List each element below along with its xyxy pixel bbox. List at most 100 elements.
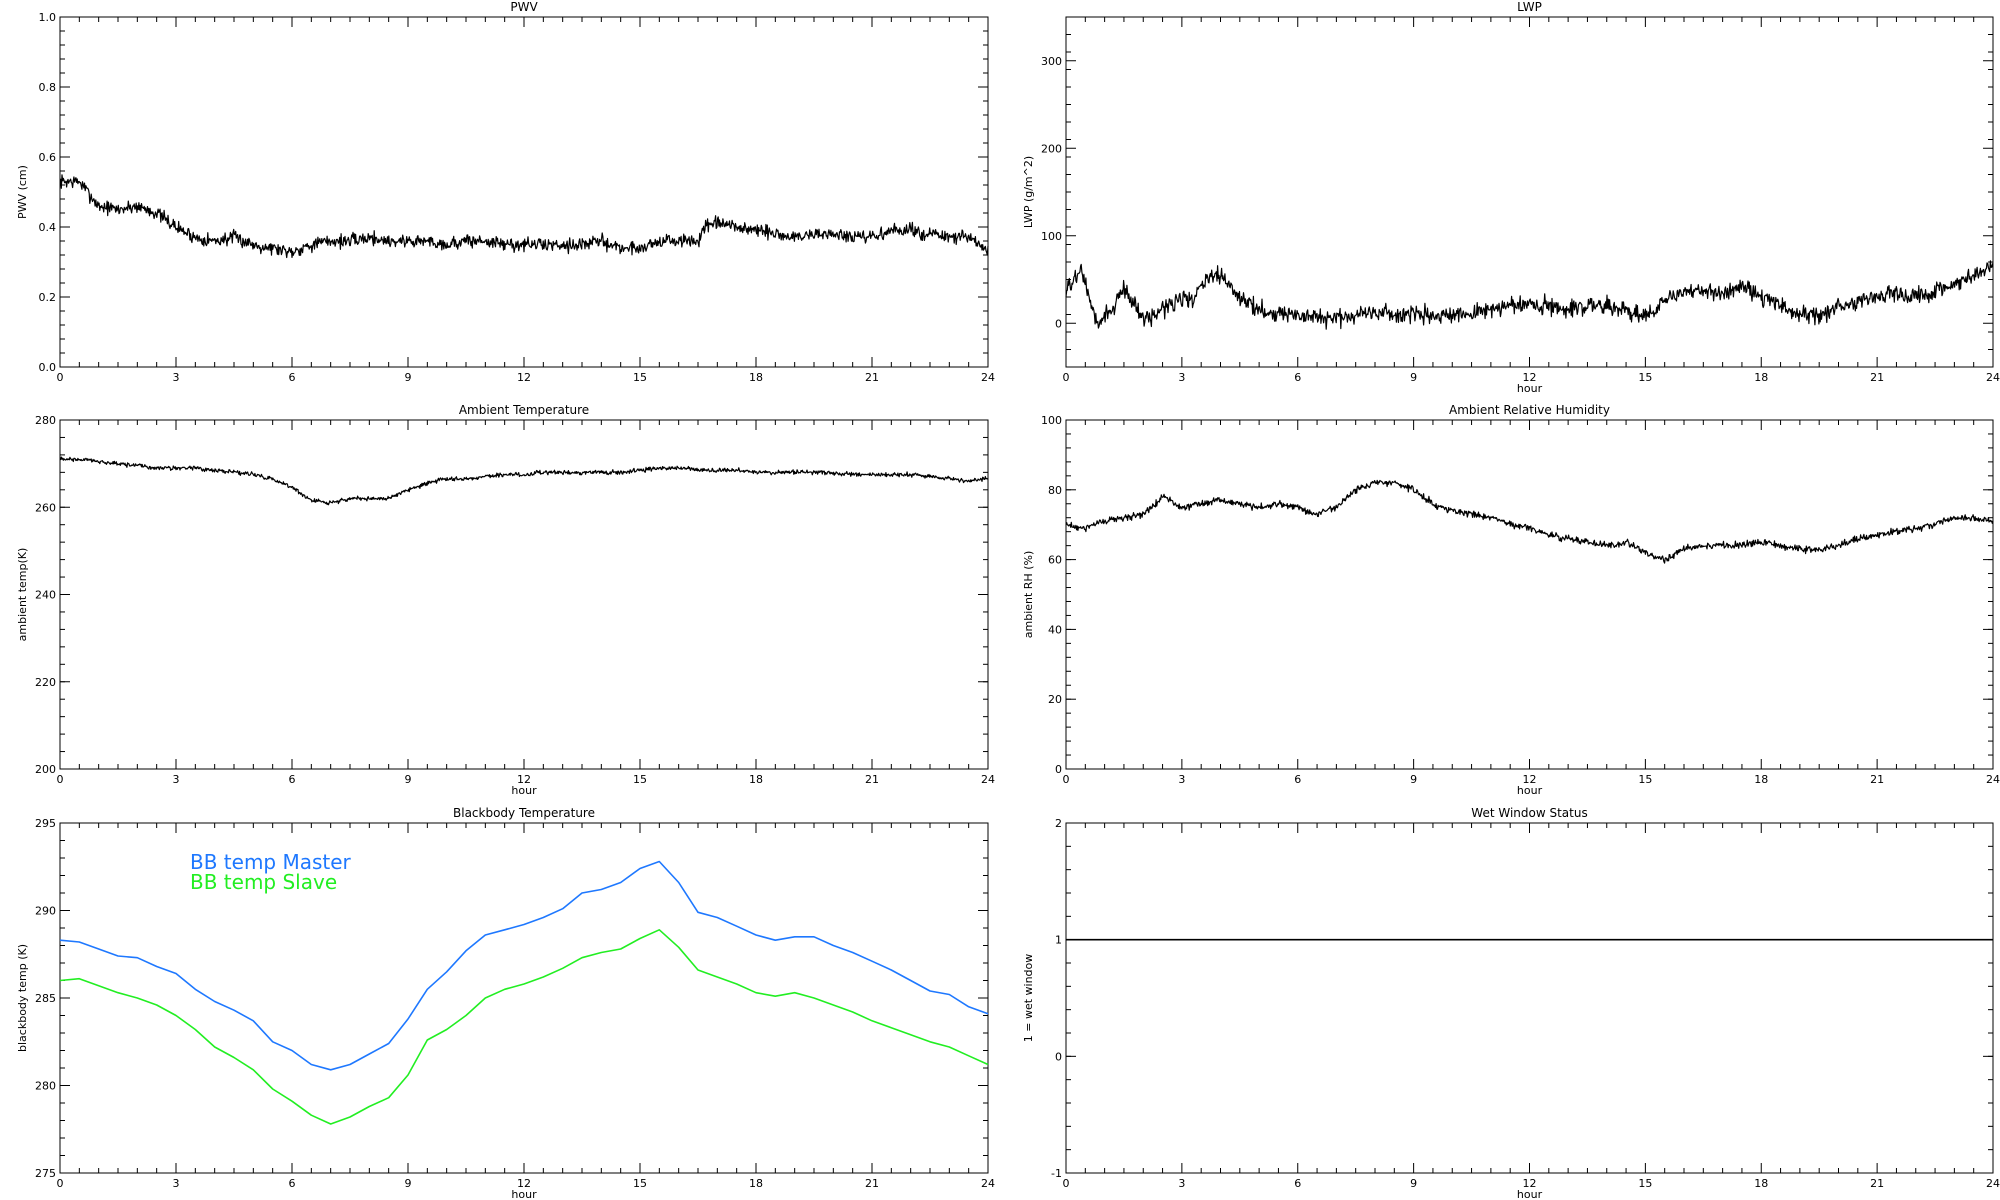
y-tick-label: 40 <box>1048 623 1062 636</box>
x-tick-label: 6 <box>1294 1177 1301 1190</box>
y-axis-label: 1 = wet window <box>1022 954 1035 1043</box>
y-axis-label: ambient temp(K) <box>16 548 29 642</box>
x-tick-label: 21 <box>1870 773 1884 786</box>
x-tick-label: 0 <box>57 371 64 384</box>
x-tick-label: 21 <box>865 773 879 786</box>
y-tick-label: 2 <box>1055 817 1062 830</box>
plot-frame <box>1065 822 1994 1174</box>
x-axis-label: hour <box>1517 1188 1543 1200</box>
x-tick-label: 12 <box>1523 371 1537 384</box>
chart-panel-3: Ambient Temperature 0 3 6 9 12 15 18 21 24 200 220 2… <box>16 403 995 797</box>
x-tick-label: 9 <box>405 1177 412 1190</box>
x-tick-label: 18 <box>1754 371 1768 384</box>
y-tick-label: 300 <box>1041 55 1062 68</box>
x-tick-label: 15 <box>633 773 647 786</box>
legend-entry-2: BB temp Slave <box>190 870 337 894</box>
x-axis-label: hour <box>511 784 537 797</box>
x-tick-label: 12 <box>517 1177 531 1190</box>
x-tick-label: 24 <box>1986 773 2000 786</box>
series-line-1 <box>1065 479 1994 564</box>
chart-panel-2: LWP 0 3 6 9 12 15 18 21 24 0 100 200 300 hour LWP (g/m^… <box>1022 0 2000 395</box>
y-tick-label: 100 <box>1041 414 1062 427</box>
x-tick-label: 18 <box>1754 1177 1768 1190</box>
series-line-1 <box>59 456 988 506</box>
y-tick-label: 0.2 <box>39 291 57 304</box>
x-tick-label: 9 <box>1410 1177 1417 1190</box>
x-tick-label: 15 <box>1638 1177 1652 1190</box>
y-tick-label: 275 <box>35 1167 56 1180</box>
chart-title: Blackbody Temperature <box>453 806 595 820</box>
x-tick-label: 18 <box>749 371 763 384</box>
y-tick-label: 295 <box>35 817 56 830</box>
plot-frame <box>1065 419 1994 770</box>
y-tick-label: 0 <box>1055 317 1062 330</box>
y-tick-label: 60 <box>1048 554 1062 567</box>
x-tick-label: 21 <box>865 1177 879 1190</box>
y-tick-label: 280 <box>35 1080 56 1093</box>
x-tick-label: 18 <box>1754 773 1768 786</box>
x-tick-label: 9 <box>405 773 412 786</box>
y-tick-label: 0 <box>1055 1050 1062 1063</box>
x-tick-label: 0 <box>1063 371 1070 384</box>
series-line-1 <box>59 860 989 1071</box>
x-tick-label: 6 <box>289 773 296 786</box>
plot-frame <box>1065 16 1994 368</box>
x-tick-label: 12 <box>1523 773 1537 786</box>
x-tick-label: 6 <box>1294 773 1301 786</box>
y-tick-label: 0.4 <box>39 221 57 234</box>
x-tick-label: 0 <box>1063 1177 1070 1190</box>
x-tick-label: 0 <box>1063 773 1070 786</box>
x-tick-label: 3 <box>173 773 180 786</box>
x-tick-label: 15 <box>633 371 647 384</box>
x-tick-label: 15 <box>633 1177 647 1190</box>
y-axis-label: ambient RH (%) <box>1022 551 1035 639</box>
y-tick-label: 20 <box>1048 693 1062 706</box>
x-tick-label: 0 <box>57 1177 64 1190</box>
y-tick-label: 285 <box>35 992 56 1005</box>
chart-title: Wet Window Status <box>1471 806 1587 820</box>
x-tick-label: 3 <box>1178 1177 1185 1190</box>
y-tick-label: 200 <box>1041 142 1062 155</box>
y-tick-label: 220 <box>35 676 56 689</box>
x-tick-label: 15 <box>1638 773 1652 786</box>
x-tick-label: 9 <box>1410 773 1417 786</box>
y-axis-label: PWV (cm) <box>16 165 29 219</box>
y-tick-label: 0 <box>1055 763 1062 776</box>
x-tick-label: 12 <box>517 773 531 786</box>
x-tick-label: 24 <box>981 1177 995 1190</box>
x-tick-label: 18 <box>749 1177 763 1190</box>
x-tick-label: 24 <box>981 371 995 384</box>
x-tick-label: 6 <box>289 371 296 384</box>
x-tick-label: 24 <box>1986 1177 2000 1190</box>
y-tick-label: 0.0 <box>39 361 57 374</box>
y-tick-label: 80 <box>1048 484 1062 497</box>
x-axis-label: hour <box>511 1188 537 1200</box>
chart-panel-5: Blackbody Temperature 0 3 6 9 12 15 18 21 24 275 28… <box>16 806 995 1200</box>
series-line-1 <box>59 174 989 259</box>
y-tick-label: 0.8 <box>39 81 57 94</box>
y-tick-label: 200 <box>35 763 56 776</box>
x-tick-label: 24 <box>1986 371 2000 384</box>
chart-panel-4: Ambient Relative Humidity 0 3 6 9 12 15 18 21 24 0… <box>1022 403 2000 797</box>
legend-entry-1: BB temp Master <box>190 850 352 874</box>
x-tick-label: 12 <box>1523 1177 1537 1190</box>
x-tick-label: 15 <box>1638 371 1652 384</box>
chart-title: PWV <box>510 0 538 14</box>
y-axis-label: LWP (g/m^2) <box>1022 156 1035 228</box>
x-tick-label: 21 <box>1870 371 1884 384</box>
x-tick-label: 6 <box>289 1177 296 1190</box>
x-tick-label: 18 <box>749 773 763 786</box>
y-tick-label: 0.6 <box>39 151 57 164</box>
y-tick-label: 290 <box>35 905 56 918</box>
chart-title: Ambient Relative Humidity <box>1449 403 1610 417</box>
x-tick-label: 12 <box>517 371 531 384</box>
x-tick-label: 0 <box>57 773 64 786</box>
plot-frame <box>59 16 989 368</box>
chart-title: LWP <box>1517 0 1542 14</box>
y-tick-label: 240 <box>35 589 56 602</box>
chart-panel-1: PWV 0 3 6 9 12 15 18 21 24 0.0 0.2 0.4 0.6 0.8 1.0 PWV (… <box>16 0 995 384</box>
series-line-1 <box>1065 260 1994 330</box>
x-axis-label: hour <box>1517 382 1543 395</box>
